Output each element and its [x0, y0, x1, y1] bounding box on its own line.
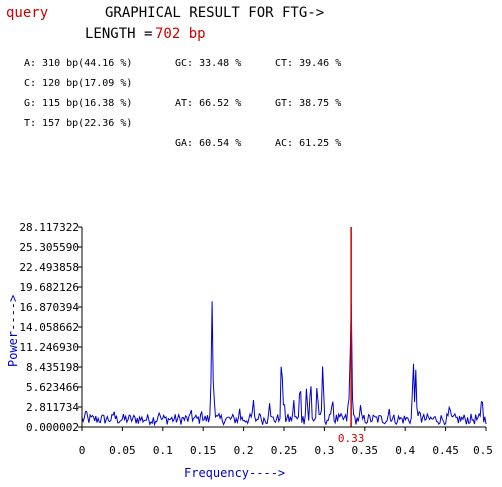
- x-axis-title: Frequency---->: [184, 466, 285, 480]
- x-tick-label: 0.2: [234, 444, 254, 457]
- stat-a: A: 310 bp(44.16 %): [24, 58, 133, 69]
- x-tick-label: 0.35: [352, 444, 379, 457]
- y-tick-label: 11.246930: [19, 341, 79, 354]
- stat-ga: GA: 60.54 %: [175, 138, 242, 149]
- stat-at: AT: 66.52 %: [175, 98, 242, 109]
- y-tick-label: 22.493858: [19, 261, 79, 274]
- y-tick-label: 14.058662: [19, 321, 79, 334]
- power-spectrum-line: [81, 301, 487, 427]
- stat-ac: AC: 61.25 %: [275, 138, 342, 149]
- x-tick-label: 0.45: [432, 444, 459, 457]
- x-tick-label: 0.4: [395, 444, 415, 457]
- y-tick-label: 28.117322: [19, 221, 79, 234]
- stat-gc: GC: 33.48 %: [175, 58, 242, 69]
- x-tick-label: 0.1: [153, 444, 173, 457]
- y-tick-label: 16.870394: [19, 301, 79, 314]
- query-label: query: [6, 5, 49, 21]
- stat-gt: GT: 38.75 %: [275, 98, 342, 109]
- stat-g: G: 115 bp(16.38 %): [24, 98, 133, 109]
- y-axis-ticks: 0.000002 2.811734 5.623466 8.435198 11.24693…: [19, 221, 82, 434]
- x-axis-ticks: 0 0.05 0.1 0.15 0.2 0.25 0.3 0.35 0.4 0.45 0.5: [79, 427, 493, 457]
- frequency-marker-label: 0.33: [338, 432, 365, 445]
- stat-t: T: 157 bp(22.36 %): [24, 118, 133, 129]
- x-tick-label: 0.5: [473, 444, 493, 457]
- x-tick-label: 0.15: [190, 444, 217, 457]
- x-tick-label: 0.3: [314, 444, 334, 457]
- y-tick-label: 5.623466: [26, 381, 79, 394]
- stat-c: C: 120 bp(17.09 %): [24, 78, 133, 89]
- y-tick-label: 25.305590: [19, 241, 79, 254]
- y-axis-title: Power---->: [6, 295, 20, 367]
- x-tick-label: 0: [79, 444, 86, 457]
- y-tick-label: 19.682126: [19, 281, 79, 294]
- page-title: GRAPHICAL RESULT FOR FTG->: [105, 5, 325, 21]
- stat-ct: CT: 39.46 %: [275, 58, 342, 69]
- y-tick-label: 0.000002: [26, 421, 79, 434]
- length-value: 702 bp: [155, 26, 206, 42]
- x-tick-label: 0.25: [271, 444, 298, 457]
- x-tick-label: 0.05: [109, 444, 136, 457]
- y-tick-label: 2.811734: [26, 401, 79, 414]
- y-tick-label: 8.435198: [26, 361, 79, 374]
- length-label: LENGTH =: [85, 26, 153, 42]
